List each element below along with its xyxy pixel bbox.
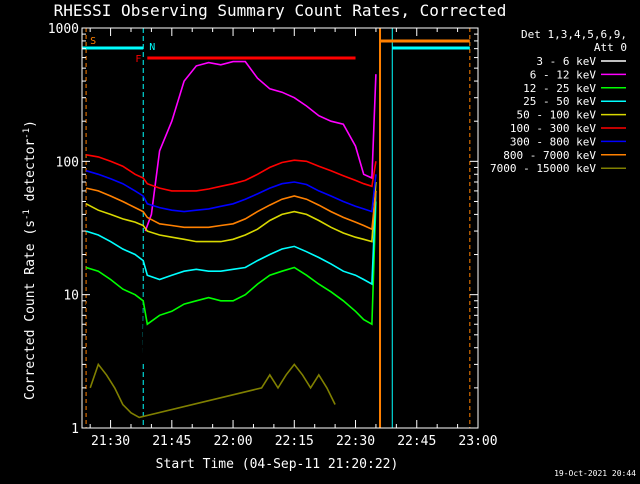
legend-label-3: 12 - 25 keV	[523, 82, 596, 95]
y-axis-title-sup2: -1	[22, 128, 32, 139]
series-line-7	[85, 169, 377, 213]
x-tick-label: 21:45	[152, 434, 191, 449]
x-tick-label: 21:30	[91, 434, 130, 449]
x-tick-label: 22:45	[397, 434, 436, 449]
plot-frame	[81, 27, 479, 429]
legend-label-7: 300 - 800 keV	[510, 135, 596, 148]
series-line-3	[85, 201, 377, 326]
legend-label-4: 25 - 50 keV	[523, 95, 596, 108]
y-axis-title-main: Corrected Count Rate (s	[23, 220, 38, 400]
saa-label: S	[90, 36, 96, 47]
series-line-2	[144, 60, 377, 232]
chart-title: RHESSI Observing Summary Count Rates, Co…	[54, 1, 507, 20]
y-axis-title: Corrected Count Rate (s-1 detector-1)	[22, 120, 38, 400]
y-tick-label: 10	[63, 289, 79, 304]
series-line-8	[85, 187, 377, 231]
x-tick-label: 22:00	[213, 434, 252, 449]
series-line-1	[85, 67, 377, 363]
y-axis-title-end: )	[23, 120, 38, 128]
y-axis-title-mid: detector	[23, 139, 38, 210]
legend-header-line2: Att 0	[594, 41, 627, 54]
x-tick-label: 23:00	[458, 434, 497, 449]
overlay-layer: S NF	[82, 28, 471, 428]
flare-label: F	[135, 54, 141, 65]
x-tick-label: 22:30	[336, 434, 375, 449]
legend-label-1: 3 - 6 keV	[536, 55, 596, 68]
legend-label-8: 800 - 7000 keV	[503, 149, 596, 162]
y-axis-title-sup1: -1	[22, 209, 32, 220]
axes-layer: 1 10 100 1000 21:30 21:45 22:00 22:15 22:30 22:45…	[48, 22, 498, 449]
svg-text:Corrected Count Rate (s-1 dete: Corrected Count Rate (s-1 detector-1)	[22, 120, 38, 400]
footer-date: 19-Oct-2021 20:44	[554, 469, 636, 478]
x-axis-title: Start Time (04-Sep-11 21:20:22)	[156, 457, 399, 472]
series-layer	[85, 60, 377, 419]
y-tick-label: 1000	[48, 22, 79, 37]
legend-label-2: 6 - 12 keV	[530, 68, 597, 81]
night-label: N	[149, 42, 155, 53]
legend-label-6: 100 - 300 keV	[510, 122, 596, 135]
legend-header-line1: Det 1,3,4,5,6,9,	[521, 28, 627, 41]
series-line-9	[89, 362, 336, 419]
series-line-5	[85, 181, 377, 243]
series-line-4	[85, 190, 377, 286]
series-line-6	[85, 154, 377, 192]
y-tick-label: 100	[56, 155, 79, 170]
y-tick-label: 1	[71, 422, 79, 437]
x-tick-label: 22:15	[275, 434, 314, 449]
legend-label-5: 50 - 100 keV	[517, 109, 597, 122]
legend-label-9: 7000 - 15000 keV	[490, 162, 596, 175]
